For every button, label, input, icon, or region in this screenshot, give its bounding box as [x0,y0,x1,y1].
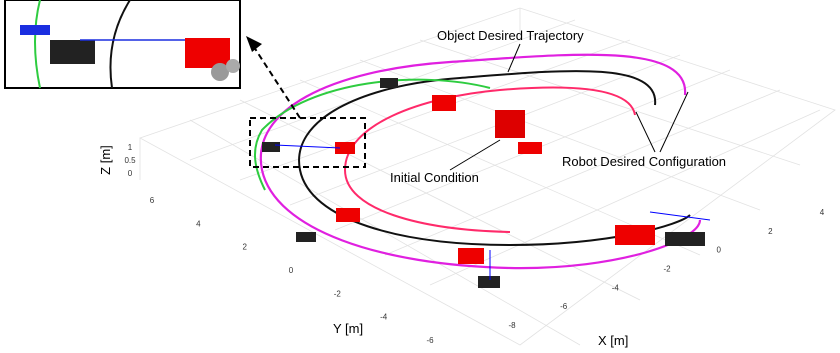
x-axis-label: X [m] [598,333,628,348]
x-tick-label: -6 [560,302,568,311]
x-tick-label: 4 [820,208,825,217]
y-tick-label: -2 [334,289,342,298]
pointer [450,140,500,170]
page: Object Desired Trajectory Robot Desired … [0,0,840,353]
y-tick-label: 0 [289,266,294,275]
y-tick-label: -6 [426,336,434,345]
inset-robot [185,38,230,68]
robot [296,232,316,242]
robot [432,95,456,111]
annotation: Initial Condition [390,170,479,185]
robot [458,248,484,264]
link [650,212,710,220]
annotation: Robot Desired Configuration [562,154,726,169]
z-axis-label: Z [m] [98,145,113,175]
robot [336,208,360,222]
robot [495,110,525,138]
z-tick-label: 1 [128,143,133,152]
x-tick-label: -2 [663,265,671,274]
y-tick-label: 6 [150,196,155,205]
zoom-arrow [252,44,300,118]
floor-grid [190,40,800,345]
robot [478,276,500,288]
y-tick-label: -4 [380,313,388,322]
x-tick-label: -8 [508,321,516,330]
y-axis-label: Y [m] [333,321,363,336]
inset [5,0,240,88]
pointer [660,92,688,152]
robot [665,232,705,246]
wheel [226,59,240,73]
z-tick-label: 0.5 [124,156,136,165]
robot [518,142,542,154]
y-tick-label: 4 [196,219,201,228]
z-tick-label: 0 [128,169,133,178]
robot [380,78,398,88]
annotation: Object Desired Trajectory [437,28,584,43]
inset-robot [50,40,95,64]
x-tick-label: 2 [768,227,773,236]
arrowhead [246,36,262,52]
inset-arm [20,25,50,35]
figure: Object Desired Trajectory Robot Desired … [0,0,840,353]
y-tick-label: 2 [242,243,247,252]
robot [615,225,655,245]
x-tick-label: -4 [612,283,620,292]
x-tick-label: 0 [716,246,721,255]
robot [262,142,280,152]
